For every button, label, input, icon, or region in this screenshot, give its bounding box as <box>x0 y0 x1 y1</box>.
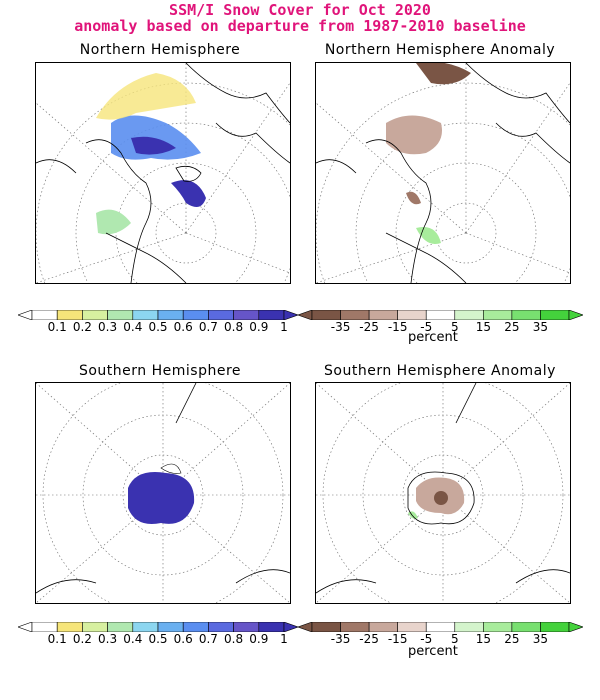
colorbar-swatch <box>397 310 427 320</box>
colorbar-swatch <box>511 310 541 320</box>
colorbar-swatch <box>454 622 484 632</box>
colorbar-tick-label: 0.2 <box>72 320 92 334</box>
colorbar-swatch <box>31 622 58 632</box>
colorbar-swatch <box>340 310 370 320</box>
sh-snow-cover-map <box>35 382 291 604</box>
colorbar-tick-label: -5 <box>420 632 433 646</box>
colorbar-swatch <box>397 622 427 632</box>
colorbar-tick-label: 5 <box>450 320 459 334</box>
colorbar-tick-label: 0.6 <box>173 320 193 334</box>
colorbar-tick-label: -5 <box>420 320 433 334</box>
colorbar-swatch <box>182 622 209 632</box>
colorbar-tick-label: -25 <box>359 320 379 334</box>
sh-cover-colorbar <box>18 622 298 632</box>
colorbar-swatch <box>157 310 184 320</box>
colorbar-swatch <box>82 622 108 632</box>
panel-title-nh-anomaly: Northern Hemisphere Anomaly <box>324 42 556 58</box>
nh-cover-colorbar <box>18 310 298 320</box>
panel-title-sh-anomaly: Southern Hemisphere Anomaly <box>324 363 556 379</box>
colorbar-swatch <box>233 310 260 320</box>
colorbar-swatch <box>208 622 234 632</box>
colorbar-tick-label: 0.9 <box>249 320 269 334</box>
colorbar-swatch <box>483 310 513 320</box>
colorbar-swatch <box>56 622 83 632</box>
colorbar-swatch <box>368 310 398 320</box>
nh-anomaly-unit: percent <box>408 330 458 345</box>
colorbar-swatch <box>56 310 83 320</box>
colorbar-swatch <box>425 622 456 632</box>
colorbar-swatch <box>311 622 341 632</box>
colorbar-swatch <box>511 622 541 632</box>
colorbar-tick-label: 15 <box>475 320 491 334</box>
nh-anomaly-map <box>315 62 571 284</box>
colorbar-tick-label: 0.3 <box>98 320 118 334</box>
colorbar-tick-label: 35 <box>532 632 549 646</box>
colorbar-swatch <box>157 622 184 632</box>
colorbar-swatch <box>368 622 398 632</box>
colorbar-tick-label: -15 <box>387 320 408 334</box>
colorbar-tick-label: 0.5 <box>148 320 168 334</box>
colorbar-tick-label: 0.1 <box>47 632 67 646</box>
colorbar-tick-label: 0.8 <box>224 632 244 646</box>
sh-anomaly-colorbar <box>298 622 583 632</box>
colorbar-tick-label: 25 <box>504 320 520 334</box>
colorbar-swatch <box>182 310 209 320</box>
colorbar-tick-label: 0.1 <box>47 320 67 334</box>
colorbar-tick-label: 25 <box>504 632 520 646</box>
colorbar-tick-label: 0.5 <box>148 632 168 646</box>
colorbar-swatch <box>258 622 285 632</box>
colorbar-swatch <box>132 622 159 632</box>
nh-anomaly-colorbar <box>298 310 583 320</box>
colorbar-tick-label: -25 <box>359 632 379 646</box>
colorbar-swatch <box>258 310 285 320</box>
colorbar-tick-label: 1 <box>280 632 288 646</box>
colorbar-swatch <box>31 310 58 320</box>
colorbar-tick-label: -15 <box>387 632 408 646</box>
colorbar-tick-label: 0.8 <box>224 320 244 334</box>
nh-snow-cover-map <box>35 62 291 284</box>
colorbar-tick-label: 0.3 <box>98 632 118 646</box>
colorbar-tick-label: 15 <box>475 632 491 646</box>
colorbar-tick-label: 0.7 <box>198 632 218 646</box>
colorbar-swatch <box>107 310 134 320</box>
sh-anomaly-unit: percent <box>408 644 458 659</box>
colorbar-tick-label: 0.2 <box>72 632 92 646</box>
colorbar-tick-label: -35 <box>330 632 351 646</box>
colorbar-swatch <box>82 310 108 320</box>
sh-anomaly-map <box>315 382 571 604</box>
colorbar-swatch <box>107 622 134 632</box>
colorbar-swatch <box>208 310 234 320</box>
colorbar-tick-label: 35 <box>532 320 549 334</box>
colorbar-swatch <box>540 622 570 632</box>
colorbar-tick-label: -35 <box>330 320 351 334</box>
map-title-line2: anomaly based on departure from 1987-201… <box>74 17 526 35</box>
colorbar-tick-label: 0.4 <box>123 632 143 646</box>
panel-title-nh: Northern Hemisphere <box>79 42 241 58</box>
colorbar-tick-label: 0.6 <box>173 632 193 646</box>
colorbar-swatch <box>425 310 456 320</box>
colorbar-tick-label: 0.7 <box>198 320 218 334</box>
colorbar-swatch <box>340 622 370 632</box>
map-title-line1: SSM/I Snow Cover for Oct 2020 <box>169 1 431 19</box>
colorbar-tick-label: 5 <box>450 632 459 646</box>
panel-title-sh: Southern Hemisphere <box>78 363 242 379</box>
colorbar-tick-label: 1 <box>280 320 288 334</box>
colorbar-tick-label: 0.4 <box>123 320 143 334</box>
colorbar-swatch <box>540 310 570 320</box>
colorbar-swatch <box>311 310 341 320</box>
colorbar-swatch <box>132 310 159 320</box>
colorbar-swatch <box>483 622 513 632</box>
colorbar-tick-label: 0.9 <box>249 632 269 646</box>
colorbar-swatch <box>233 622 260 632</box>
colorbar-swatch <box>454 310 484 320</box>
